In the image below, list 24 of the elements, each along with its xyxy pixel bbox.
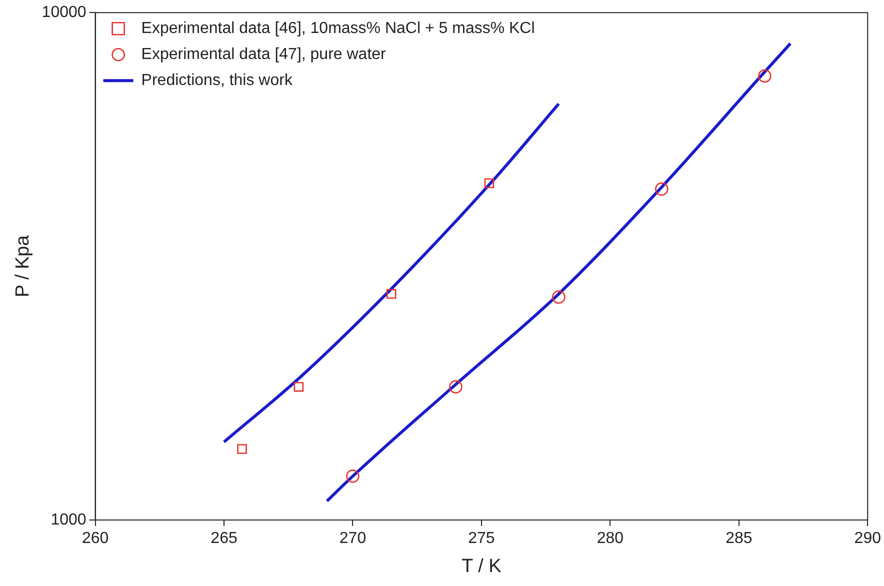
point — [552, 290, 566, 304]
x-axis-title: T / K — [462, 556, 502, 577]
line-series — [222, 102, 560, 444]
point — [655, 182, 668, 196]
point — [386, 289, 396, 299]
legend-label: Experimental data [46], 10mass% NaCl + 5 mass% KCl — [141, 20, 535, 38]
x-tick-label: 280 — [596, 530, 624, 548]
y-axis-title: P / Kpa — [12, 234, 34, 298]
point — [758, 69, 772, 83]
point — [449, 380, 462, 394]
y-tick-label: 1000 — [50, 511, 86, 528]
point — [346, 470, 360, 483]
legend-label: Predictions, this work — [141, 72, 294, 90]
x-tick-label: 285 — [726, 530, 752, 548]
point — [294, 382, 304, 392]
legend-label: Experimental data [47], pure water — [141, 46, 387, 64]
x-tick-label: 265 — [210, 530, 238, 548]
point — [484, 178, 494, 188]
y-tick-label: 10000 — [42, 4, 86, 22]
x-tick-label: 270 — [339, 530, 366, 548]
point — [237, 444, 247, 454]
x-tick-label: 275 — [468, 530, 495, 548]
x-tick-label: 290 — [854, 530, 882, 548]
x-tick-label: 260 — [82, 530, 109, 548]
